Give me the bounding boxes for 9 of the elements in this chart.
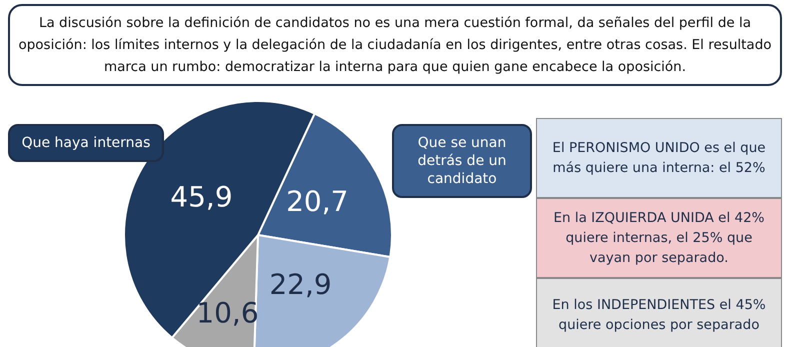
- slice-label: Que se unan detrás de un candidato: [392, 124, 532, 198]
- data-label: 45,9: [170, 180, 233, 214]
- text: El PERONISMO UNIDO es el que más quiere una interna: el 52%: [551, 139, 767, 178]
- text: En los INDEPENDIENTES el 45% quiere opciones por separado: [551, 296, 767, 335]
- data-label: 22,9: [269, 268, 332, 302]
- text: En la IZQUIERDA UNIDA el 42% quiere internas, el 25% que vayan por separado.: [552, 209, 766, 268]
- slice-label: Que haya internas: [8, 124, 164, 162]
- chart-title: La discusión sobre la definición de candidatos no es una mera cuestión formal, da señales del perfil de la oposición: los límites internos y la delegación de la ciudadanía en los dirigentes, entre otras cosas. El resultado marca un rumbo: democratizar la interna para que quien gane encabece la oposición.: [8, 4, 782, 86]
- data-label: 20,7: [286, 185, 348, 218]
